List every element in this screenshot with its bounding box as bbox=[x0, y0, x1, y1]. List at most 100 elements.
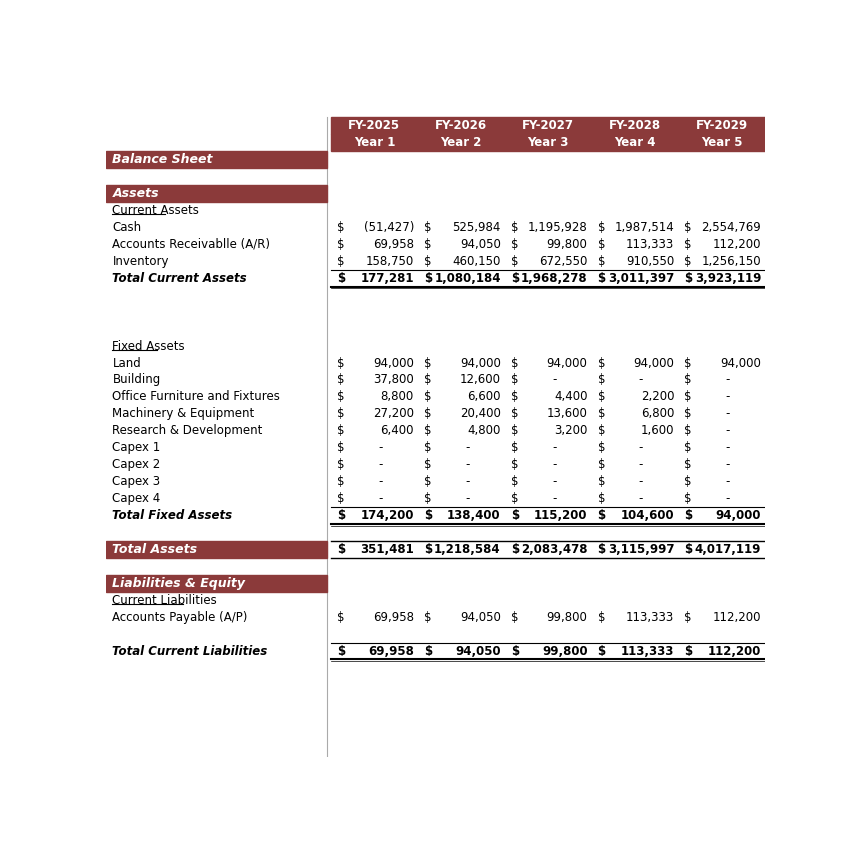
Text: 3,200: 3,200 bbox=[554, 424, 587, 437]
Bar bbox=[106, 541, 327, 558]
Text: -: - bbox=[726, 390, 730, 404]
Text: $: $ bbox=[511, 221, 518, 234]
Text: $: $ bbox=[337, 644, 345, 658]
Text: -: - bbox=[726, 407, 730, 421]
Text: Capex 1: Capex 1 bbox=[112, 441, 161, 454]
Text: -: - bbox=[378, 492, 382, 505]
Text: Accounts Receivablle (A/R): Accounts Receivablle (A/R) bbox=[112, 238, 270, 251]
Text: $: $ bbox=[424, 255, 432, 268]
Text: Year 5: Year 5 bbox=[701, 136, 742, 150]
Text: 3,011,397: 3,011,397 bbox=[608, 272, 674, 285]
Text: 94,000: 94,000 bbox=[716, 509, 761, 522]
Text: Fixed Assets: Fixed Assets bbox=[112, 340, 185, 353]
Text: $: $ bbox=[598, 238, 605, 251]
Text: 6,800: 6,800 bbox=[641, 407, 674, 421]
Text: $: $ bbox=[684, 475, 692, 488]
Text: 69,958: 69,958 bbox=[373, 610, 414, 624]
Text: 20,400: 20,400 bbox=[460, 407, 501, 421]
Text: $: $ bbox=[337, 356, 345, 370]
Text: Year 4: Year 4 bbox=[614, 136, 655, 150]
Text: $: $ bbox=[424, 424, 432, 437]
Text: Office Furniture and Fixtures: Office Furniture and Fixtures bbox=[112, 390, 280, 404]
Text: 525,984: 525,984 bbox=[452, 221, 501, 234]
Text: $: $ bbox=[598, 644, 606, 658]
Text: -: - bbox=[726, 492, 730, 505]
Text: -: - bbox=[465, 458, 469, 471]
Text: Total Fixed Assets: Total Fixed Assets bbox=[112, 509, 233, 522]
Text: $: $ bbox=[337, 407, 345, 421]
Text: $: $ bbox=[511, 373, 518, 387]
Text: 3,923,119: 3,923,119 bbox=[694, 272, 761, 285]
Text: -: - bbox=[552, 492, 557, 505]
Text: 94,000: 94,000 bbox=[373, 356, 414, 370]
Text: $: $ bbox=[337, 610, 345, 624]
Text: Total Current Liabilities: Total Current Liabilities bbox=[112, 644, 268, 658]
Text: 4,400: 4,400 bbox=[554, 390, 587, 404]
Text: $: $ bbox=[337, 475, 345, 488]
Text: $: $ bbox=[424, 356, 432, 370]
Text: Total Assets: Total Assets bbox=[112, 543, 197, 556]
Text: $: $ bbox=[598, 610, 605, 624]
Text: $: $ bbox=[511, 492, 518, 505]
Text: Current Liabilities: Current Liabilities bbox=[112, 593, 218, 607]
Text: FY-2025: FY-2025 bbox=[348, 119, 400, 133]
Text: -: - bbox=[465, 475, 469, 488]
Text: $: $ bbox=[424, 458, 432, 471]
Text: 4,800: 4,800 bbox=[468, 424, 501, 437]
Text: 69,958: 69,958 bbox=[373, 238, 414, 251]
Text: 37,800: 37,800 bbox=[373, 373, 414, 387]
Text: Capex 4: Capex 4 bbox=[112, 492, 161, 505]
Text: $: $ bbox=[511, 543, 518, 556]
Text: 94,000: 94,000 bbox=[720, 356, 761, 370]
Text: 112,200: 112,200 bbox=[708, 644, 761, 658]
Text: 94,000: 94,000 bbox=[633, 356, 674, 370]
Text: 2,083,478: 2,083,478 bbox=[521, 543, 587, 556]
Text: $: $ bbox=[424, 441, 432, 454]
Text: Inventory: Inventory bbox=[112, 255, 169, 268]
Text: FY-2029: FY-2029 bbox=[695, 119, 748, 133]
Text: 112,200: 112,200 bbox=[712, 238, 761, 251]
Text: $: $ bbox=[598, 458, 605, 471]
Text: 1,968,278: 1,968,278 bbox=[521, 272, 587, 285]
Text: $: $ bbox=[598, 424, 605, 437]
Text: $: $ bbox=[337, 441, 345, 454]
Text: 6,600: 6,600 bbox=[468, 390, 501, 404]
Text: 99,800: 99,800 bbox=[547, 610, 587, 624]
Text: Capex 3: Capex 3 bbox=[112, 475, 161, 488]
Text: 69,958: 69,958 bbox=[368, 644, 414, 658]
Text: $: $ bbox=[424, 272, 432, 285]
Text: 99,800: 99,800 bbox=[547, 238, 587, 251]
Text: FY-2028: FY-2028 bbox=[609, 119, 660, 133]
Text: 460,150: 460,150 bbox=[452, 255, 501, 268]
Text: $: $ bbox=[684, 356, 692, 370]
Text: 94,000: 94,000 bbox=[460, 356, 501, 370]
Text: $: $ bbox=[424, 644, 432, 658]
Text: $: $ bbox=[684, 492, 692, 505]
Text: 910,550: 910,550 bbox=[626, 255, 674, 268]
Text: -: - bbox=[639, 475, 643, 488]
Text: $: $ bbox=[511, 441, 518, 454]
Text: Current Assets: Current Assets bbox=[112, 204, 199, 217]
Text: -: - bbox=[378, 475, 382, 488]
Text: $: $ bbox=[337, 509, 345, 522]
Text: -: - bbox=[639, 373, 643, 387]
Text: $: $ bbox=[337, 424, 345, 437]
Text: Liabilities & Equity: Liabilities & Equity bbox=[112, 577, 246, 590]
Text: 13,600: 13,600 bbox=[547, 407, 587, 421]
Text: -: - bbox=[726, 424, 730, 437]
Text: 94,050: 94,050 bbox=[460, 238, 501, 251]
Text: $: $ bbox=[598, 475, 605, 488]
Text: Year 2: Year 2 bbox=[440, 136, 482, 150]
Text: 104,600: 104,600 bbox=[620, 509, 674, 522]
Text: 113,333: 113,333 bbox=[621, 644, 674, 658]
Text: Year 1: Year 1 bbox=[354, 136, 395, 150]
Text: 1,600: 1,600 bbox=[641, 424, 674, 437]
Text: $: $ bbox=[337, 492, 345, 505]
Text: $: $ bbox=[337, 272, 345, 285]
Text: $: $ bbox=[511, 238, 518, 251]
Text: 99,800: 99,800 bbox=[542, 644, 587, 658]
Text: $: $ bbox=[511, 475, 518, 488]
Text: $: $ bbox=[424, 238, 432, 251]
Text: $: $ bbox=[511, 272, 518, 285]
Text: -: - bbox=[726, 475, 730, 488]
